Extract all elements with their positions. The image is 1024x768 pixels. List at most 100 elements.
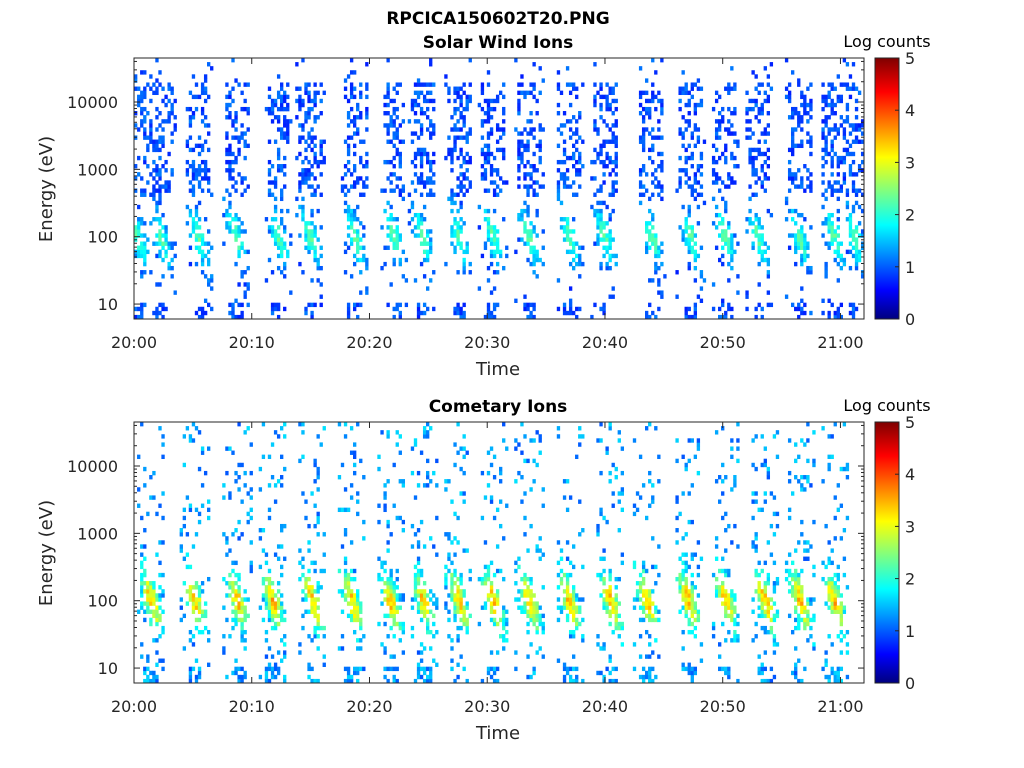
heatmap-cell bbox=[468, 131, 472, 136]
heatmap-cell bbox=[775, 609, 780, 614]
heatmap-cell bbox=[605, 237, 609, 242]
heatmap-cell bbox=[851, 123, 856, 128]
heatmap-cell bbox=[830, 155, 834, 161]
heatmap-cell bbox=[210, 192, 214, 197]
heatmap-cell bbox=[541, 585, 545, 590]
heatmap-cell bbox=[207, 278, 211, 283]
heatmap-cell bbox=[395, 585, 399, 590]
heatmap-cell bbox=[462, 184, 466, 189]
heatmap-cell bbox=[517, 168, 521, 173]
heatmap-cell bbox=[419, 155, 424, 161]
heatmap-cell bbox=[203, 253, 208, 259]
heatmap-cell bbox=[398, 621, 402, 627]
heatmap-cell bbox=[489, 180, 494, 185]
heatmap-cell bbox=[763, 601, 767, 606]
heatmap-cell bbox=[684, 462, 688, 468]
heatmap-cell bbox=[572, 678, 576, 684]
heatmap-cell bbox=[502, 625, 506, 631]
heatmap-cell bbox=[349, 221, 354, 226]
heatmap-cell bbox=[401, 593, 406, 598]
heatmap-cell bbox=[146, 164, 150, 169]
heatmap-cell bbox=[651, 172, 655, 177]
heatmap-cell bbox=[836, 159, 840, 165]
heatmap-cell bbox=[283, 98, 287, 104]
heatmap-cell bbox=[137, 155, 141, 161]
heatmap-cell bbox=[432, 634, 436, 639]
heatmap-cell bbox=[158, 560, 162, 566]
heatmap-cell bbox=[346, 678, 351, 684]
heatmap-cell bbox=[392, 678, 396, 684]
heatmap-cell bbox=[575, 666, 579, 672]
heatmap-cell bbox=[398, 155, 402, 161]
heatmap-cell bbox=[806, 475, 810, 480]
heatmap-cell bbox=[450, 572, 454, 578]
heatmap-cell bbox=[419, 450, 424, 455]
heatmap-cell bbox=[660, 164, 664, 169]
heatmap-cell bbox=[760, 666, 764, 672]
heatmap-cell bbox=[359, 192, 363, 197]
heatmap-cell bbox=[532, 168, 536, 173]
heatmap-cell bbox=[806, 176, 810, 181]
heatmap-cell bbox=[483, 159, 488, 165]
heatmap-cell bbox=[419, 241, 424, 246]
heatmap-cell bbox=[483, 155, 488, 161]
heatmap-cell bbox=[267, 597, 272, 602]
heatmap-cell bbox=[675, 576, 679, 582]
heatmap-cell bbox=[276, 168, 281, 173]
heatmap-cell bbox=[854, 261, 859, 267]
heatmap-cell bbox=[730, 66, 734, 71]
heatmap-cell bbox=[319, 442, 323, 447]
heatmap-cell bbox=[565, 249, 570, 255]
heatmap-cell bbox=[270, 670, 275, 676]
heatmap-cell bbox=[495, 127, 500, 132]
heatmap-cell bbox=[687, 605, 691, 610]
heatmap-cell bbox=[772, 642, 777, 647]
heatmap-cell bbox=[535, 180, 539, 185]
heatmap-cell bbox=[273, 115, 278, 120]
heatmap-cell bbox=[684, 159, 688, 165]
heatmap-cell bbox=[167, 98, 171, 104]
heatmap-cell bbox=[280, 188, 284, 193]
heatmap-cell bbox=[575, 609, 579, 614]
heatmap-cell bbox=[276, 127, 281, 132]
heatmap-cell bbox=[614, 593, 618, 598]
heatmap-cell bbox=[754, 212, 758, 218]
heatmap-cell bbox=[243, 605, 247, 610]
heatmap-cell bbox=[651, 180, 655, 185]
heatmap-cell bbox=[645, 221, 649, 226]
heatmap-cell bbox=[602, 310, 606, 316]
heatmap-cell bbox=[748, 119, 752, 124]
heatmap-cell bbox=[699, 298, 704, 303]
heatmap-cell bbox=[645, 111, 649, 116]
heatmap-cell bbox=[143, 261, 147, 267]
y-tick-label: 10 bbox=[98, 295, 118, 314]
heatmap-cell bbox=[152, 159, 156, 165]
heatmap-cell bbox=[283, 466, 287, 472]
heatmap-cell bbox=[562, 180, 567, 185]
heatmap-cell bbox=[608, 426, 612, 431]
heatmap-cell bbox=[641, 483, 646, 488]
heatmap-cell bbox=[194, 143, 199, 149]
heatmap-cell bbox=[188, 115, 193, 120]
heatmap-cell bbox=[851, 229, 856, 234]
heatmap-cell bbox=[614, 617, 618, 623]
heatmap-cell bbox=[857, 127, 862, 132]
heatmap-cell bbox=[492, 621, 497, 627]
heatmap-cell bbox=[386, 430, 390, 435]
heatmap-cell bbox=[295, 196, 299, 202]
heatmap-cell bbox=[581, 164, 585, 169]
heatmap-cell bbox=[155, 208, 159, 214]
heatmap-cell bbox=[529, 176, 533, 181]
heatmap-cell bbox=[419, 90, 424, 96]
heatmap-cell bbox=[581, 82, 585, 87]
heatmap-cell bbox=[596, 225, 600, 230]
heatmap-cell bbox=[830, 188, 834, 193]
heatmap-cell bbox=[280, 528, 284, 533]
heatmap-cell bbox=[538, 257, 542, 263]
heatmap-cell bbox=[188, 674, 193, 680]
heatmap-cell bbox=[362, 666, 366, 672]
heatmap-cell bbox=[559, 605, 564, 610]
heatmap-cell bbox=[736, 544, 740, 549]
heatmap-cell bbox=[273, 237, 278, 242]
heatmap-cell bbox=[319, 294, 323, 299]
